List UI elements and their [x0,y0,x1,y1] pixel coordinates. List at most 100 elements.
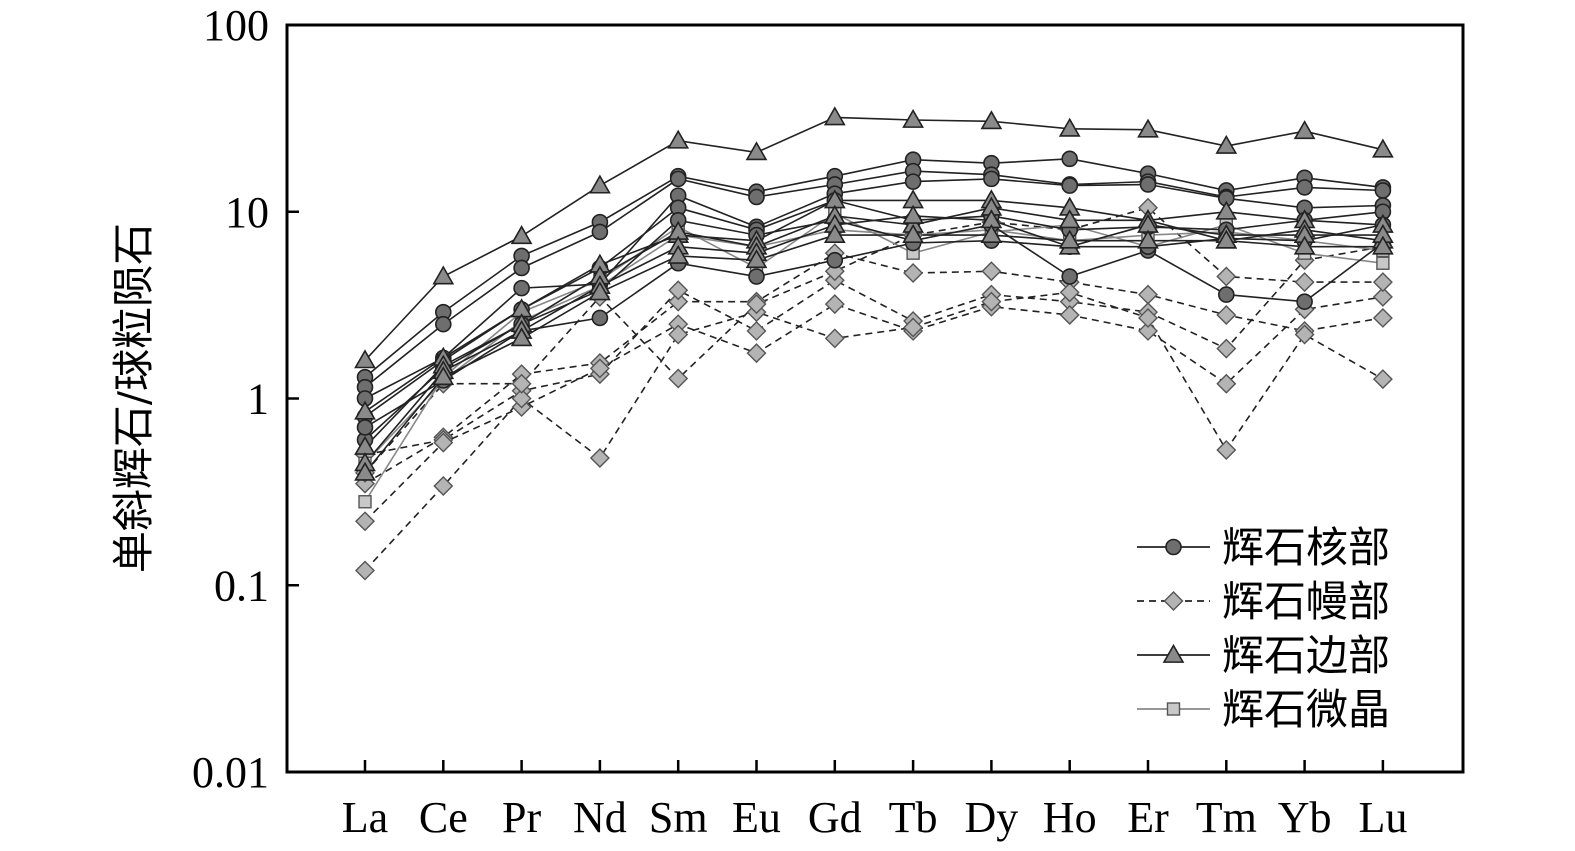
data-point-core-6-La [356,419,374,436]
x-tick-label: Nd [573,793,627,842]
y-tick-label: 1 [247,375,269,424]
data-point-micro-17-La [358,495,372,509]
data-point-mantle-10-Sm [668,324,689,345]
data-point-core-5-Ho [1061,268,1078,285]
legend-label-mantle: 辉石幔部 [1222,577,1390,626]
data-point-mantle-10-Er [1138,307,1158,328]
data-point-mantle-10-Gd [824,328,845,349]
x-tick-label: Tm [1196,793,1257,842]
data-point-core-1-Ho [1061,150,1078,168]
data-point-rim-16-Ho [1058,229,1081,249]
data-point-rim-16-Nd [589,281,611,301]
data-point-rim-12-Dy [980,110,1003,130]
data-point-mantle-10-Dy [981,291,1002,312]
data-point-mantle-10-Tm [1216,440,1237,460]
series-line-core-1 [364,157,1383,378]
data-point-mantle-9-Gd [824,294,845,315]
x-tick-label: Er [1127,793,1169,842]
data-point-mantle-7-Tb [903,262,924,283]
data-point-rim-16-Yb [1293,235,1316,255]
legend-label-core: 辉石核部 [1222,523,1390,572]
data-point-mantle-10-Pr [511,388,532,409]
series-line-mantle-9 [364,296,1384,522]
data-point-rim-12-Pr [510,225,533,245]
data-point-rim-16-Eu [745,249,768,269]
data-point-mantle-9-Eu [746,343,767,364]
data-point-mantle-11-Pr [511,373,532,394]
x-tick-label: Eu [732,793,781,842]
data-point-rim-12-Ho [1058,117,1081,137]
data-point-rim-12-Tm [1215,134,1238,154]
data-point-mantle-10-La [355,560,375,581]
series-line-mantle-8 [364,245,1384,456]
data-point-mantle-11-Tm [1216,266,1237,287]
data-point-mantle-8-Tm [1216,338,1237,359]
data-point-core-2-Eu [748,188,765,206]
legend-marker-core [1165,538,1182,556]
series-line-rim-16 [364,234,1383,474]
series-line-rim-13 [364,199,1383,413]
data-point-rim-12-Eu [745,141,768,161]
data-point-rim-14-Ho [1058,209,1081,229]
series-layer [354,106,1394,581]
data-point-mantle-10-Tb [903,317,924,338]
data-point-mantle-7-Dy [981,261,1002,282]
data-point-mantle-11-Eu [746,294,767,315]
legend-label-rim: 辉石边部 [1222,631,1390,680]
series-line-rim-15 [364,215,1383,464]
y-axis-title: 单斜辉石/球粒陨石 [109,223,158,573]
data-point-mantle-9-Ce [433,432,454,453]
data-point-mantle-9-Er [1138,320,1158,341]
data-point-core-5-Yb [1296,293,1313,310]
data-point-mantle-10-Lu [1372,369,1393,390]
x-tick-label: Sm [649,793,708,842]
series-line-rim-12 [364,116,1384,361]
data-point-mantle-7-Tm [1216,305,1237,325]
data-point-rim-16-Ce [432,366,455,386]
data-point-rim-12-Gd [823,106,846,126]
y-tick-label: 0.01 [192,748,269,797]
data-point-core-3-Pr [513,279,530,297]
series-line-core-2 [364,170,1383,388]
x-tick-label: Ho [1043,793,1097,842]
data-point-micro-17-Lu [1376,256,1390,270]
data-point-mantle-10-Ho [1059,282,1080,303]
data-point-mantle-10-Ce [433,476,454,496]
legend-label-micro: 辉石微晶 [1222,685,1390,734]
data-point-core-2-Yb [1296,179,1313,196]
data-point-mantle-10-Nd [589,448,610,469]
legend-marker-mantle [1163,591,1184,611]
y-axis: 0.01 0.1 1 10 100 [192,1,299,797]
data-point-core-2-Nd [591,223,609,241]
data-point-rim-12-Ce [432,265,455,285]
data-point-mantle-7-Lu [1372,307,1393,328]
data-point-core-3-Dy [983,170,1000,188]
data-point-core-6-Nd [591,309,609,327]
data-point-mantle-7-Sm [668,291,689,312]
x-tick-label: Dy [965,793,1019,842]
series-line-core-3 [364,178,1383,400]
data-point-rim-16-Sm [667,244,690,264]
data-point-rim-16-Er [1137,229,1159,249]
x-axis: La Ce Pr Nd Sm Eu Gd Tb Dy Ho Er Tm Yb Lu [342,760,1407,842]
x-tick-label: Lu [1358,793,1407,842]
series-line-micro-18 [364,228,1383,464]
x-tick-label: Pr [502,793,541,842]
data-point-core-5-Tm [1218,286,1235,303]
data-point-mantle-9-Tm [1216,373,1237,394]
data-point-rim-12-Sm [667,129,690,149]
y-tick-label: 100 [203,1,269,50]
data-point-core-2-Ce [434,315,452,333]
data-point-core-2-Lu [1374,182,1392,199]
data-point-rim-16-Dy [980,223,1003,244]
data-point-rim-16-La [354,461,376,481]
legend-marker-rim [1162,643,1185,663]
data-point-mantle-9-Nd [589,358,610,379]
x-tick-label: Ce [419,793,468,842]
data-point-core-6-Eu [748,268,765,285]
data-point-rim-16-Lu [1372,235,1394,255]
x-tick-label: La [342,793,388,842]
